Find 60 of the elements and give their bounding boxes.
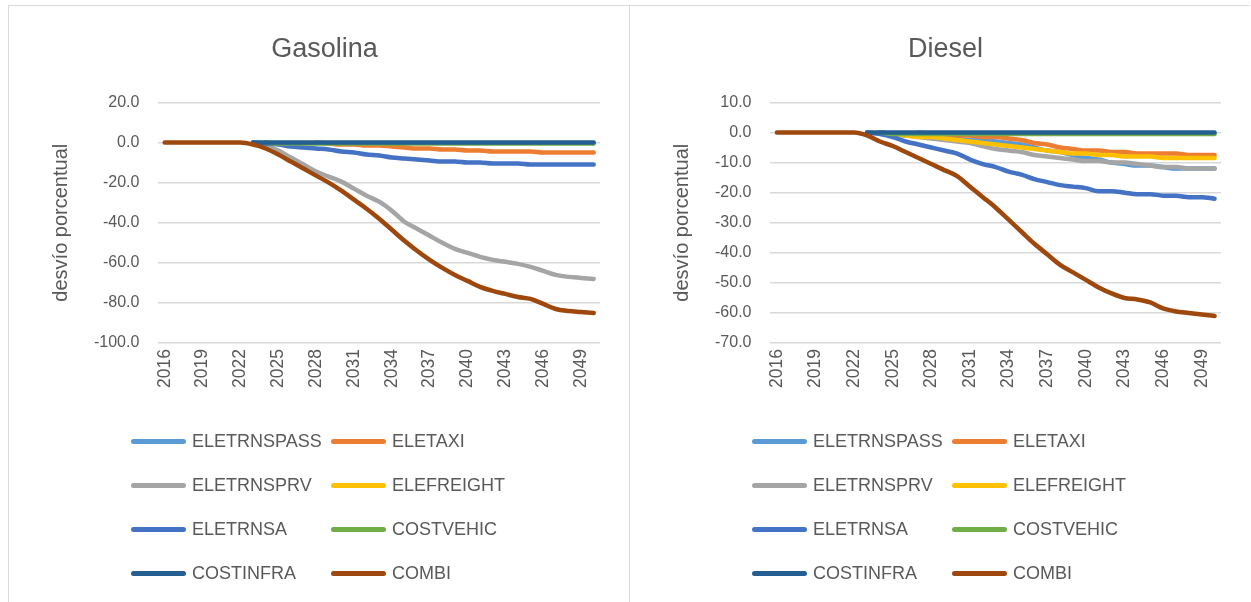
- y-axis-title: desvío porcentual: [669, 143, 692, 302]
- x-tick-label: 2028: [920, 349, 941, 389]
- x-tick-label: 2034: [997, 348, 1018, 389]
- legend-label: COMBI: [1013, 562, 1073, 584]
- y-tick-label: -70.0: [715, 333, 752, 351]
- x-tick-label: 2034: [380, 348, 401, 389]
- legend-label: COSTINFRA: [813, 562, 918, 584]
- legend-label: ELETRNSPRV: [192, 474, 312, 496]
- x-tick-label: 2019: [804, 349, 825, 389]
- y-tick-label: 0.0: [729, 122, 752, 140]
- x-tick-label: 2046: [532, 349, 553, 389]
- y-tick-label: -60.0: [715, 303, 752, 321]
- x-tick-label: 2040: [456, 348, 477, 389]
- legend-label: ELEFREIGHT: [1013, 474, 1127, 496]
- x-tick-label: 2028: [304, 349, 325, 389]
- chart-title: Gasolina: [271, 32, 379, 63]
- y-tick-label: -20.0: [102, 173, 140, 191]
- x-tick-label: 2049: [569, 349, 590, 389]
- x-tick-label: 2037: [1036, 349, 1057, 389]
- y-tick-label: -30.0: [715, 213, 752, 231]
- legend-label: COSTVEHIC: [1013, 518, 1119, 540]
- legend-label: ELEFREIGHT: [392, 474, 506, 496]
- y-tick-label: -60.0: [102, 253, 140, 271]
- x-tick-label: 2043: [1113, 349, 1134, 389]
- y-tick-label: -40.0: [102, 213, 140, 231]
- x-tick-label: 2016: [765, 349, 786, 389]
- legend-label: COMBI: [392, 562, 452, 584]
- legend-label: ELETAXI: [392, 430, 465, 452]
- y-tick-label: -20.0: [715, 183, 752, 201]
- y-axis-title: desvío porcentual: [48, 143, 71, 302]
- x-tick-label: 2049: [1190, 349, 1211, 389]
- y-tick-label: 0.0: [117, 132, 140, 150]
- y-tick-label: -50.0: [715, 273, 752, 291]
- x-tick-label: 2022: [842, 349, 863, 389]
- y-tick-label: 20.0: [108, 92, 140, 110]
- x-tick-label: 2046: [1151, 349, 1172, 389]
- legend-label: ELETRNSA: [192, 518, 288, 540]
- y-tick-label: -40.0: [715, 243, 752, 261]
- y-tick-label: -100.0: [93, 333, 140, 351]
- x-tick-label: 2019: [191, 349, 212, 389]
- x-tick-label: 2025: [267, 349, 288, 389]
- x-tick-label: 2031: [342, 349, 363, 389]
- x-tick-label: 2043: [494, 349, 515, 389]
- legend-label: ELETRNSPRV: [813, 474, 933, 496]
- legend-label: ELETAXI: [1013, 430, 1086, 452]
- chart-title: Diesel: [907, 32, 984, 63]
- legend-label: ELETRNSPASS: [813, 430, 943, 452]
- x-tick-label: 2025: [881, 349, 902, 389]
- y-tick-label: 10.0: [720, 92, 752, 110]
- x-tick-label: 2016: [153, 349, 174, 389]
- legend-label: COSTINFRA: [192, 562, 297, 584]
- x-tick-label: 2037: [418, 349, 439, 389]
- x-tick-label: 2040: [1074, 348, 1095, 389]
- x-tick-label: 2022: [229, 349, 250, 389]
- legend-label: ELETRNSPASS: [192, 430, 322, 452]
- y-tick-label: -10.0: [715, 152, 752, 170]
- x-tick-label: 2031: [958, 349, 979, 389]
- y-tick-label: -80.0: [102, 293, 140, 311]
- legend-label: ELETRNSA: [813, 518, 909, 540]
- legend-label: COSTVEHIC: [392, 518, 498, 540]
